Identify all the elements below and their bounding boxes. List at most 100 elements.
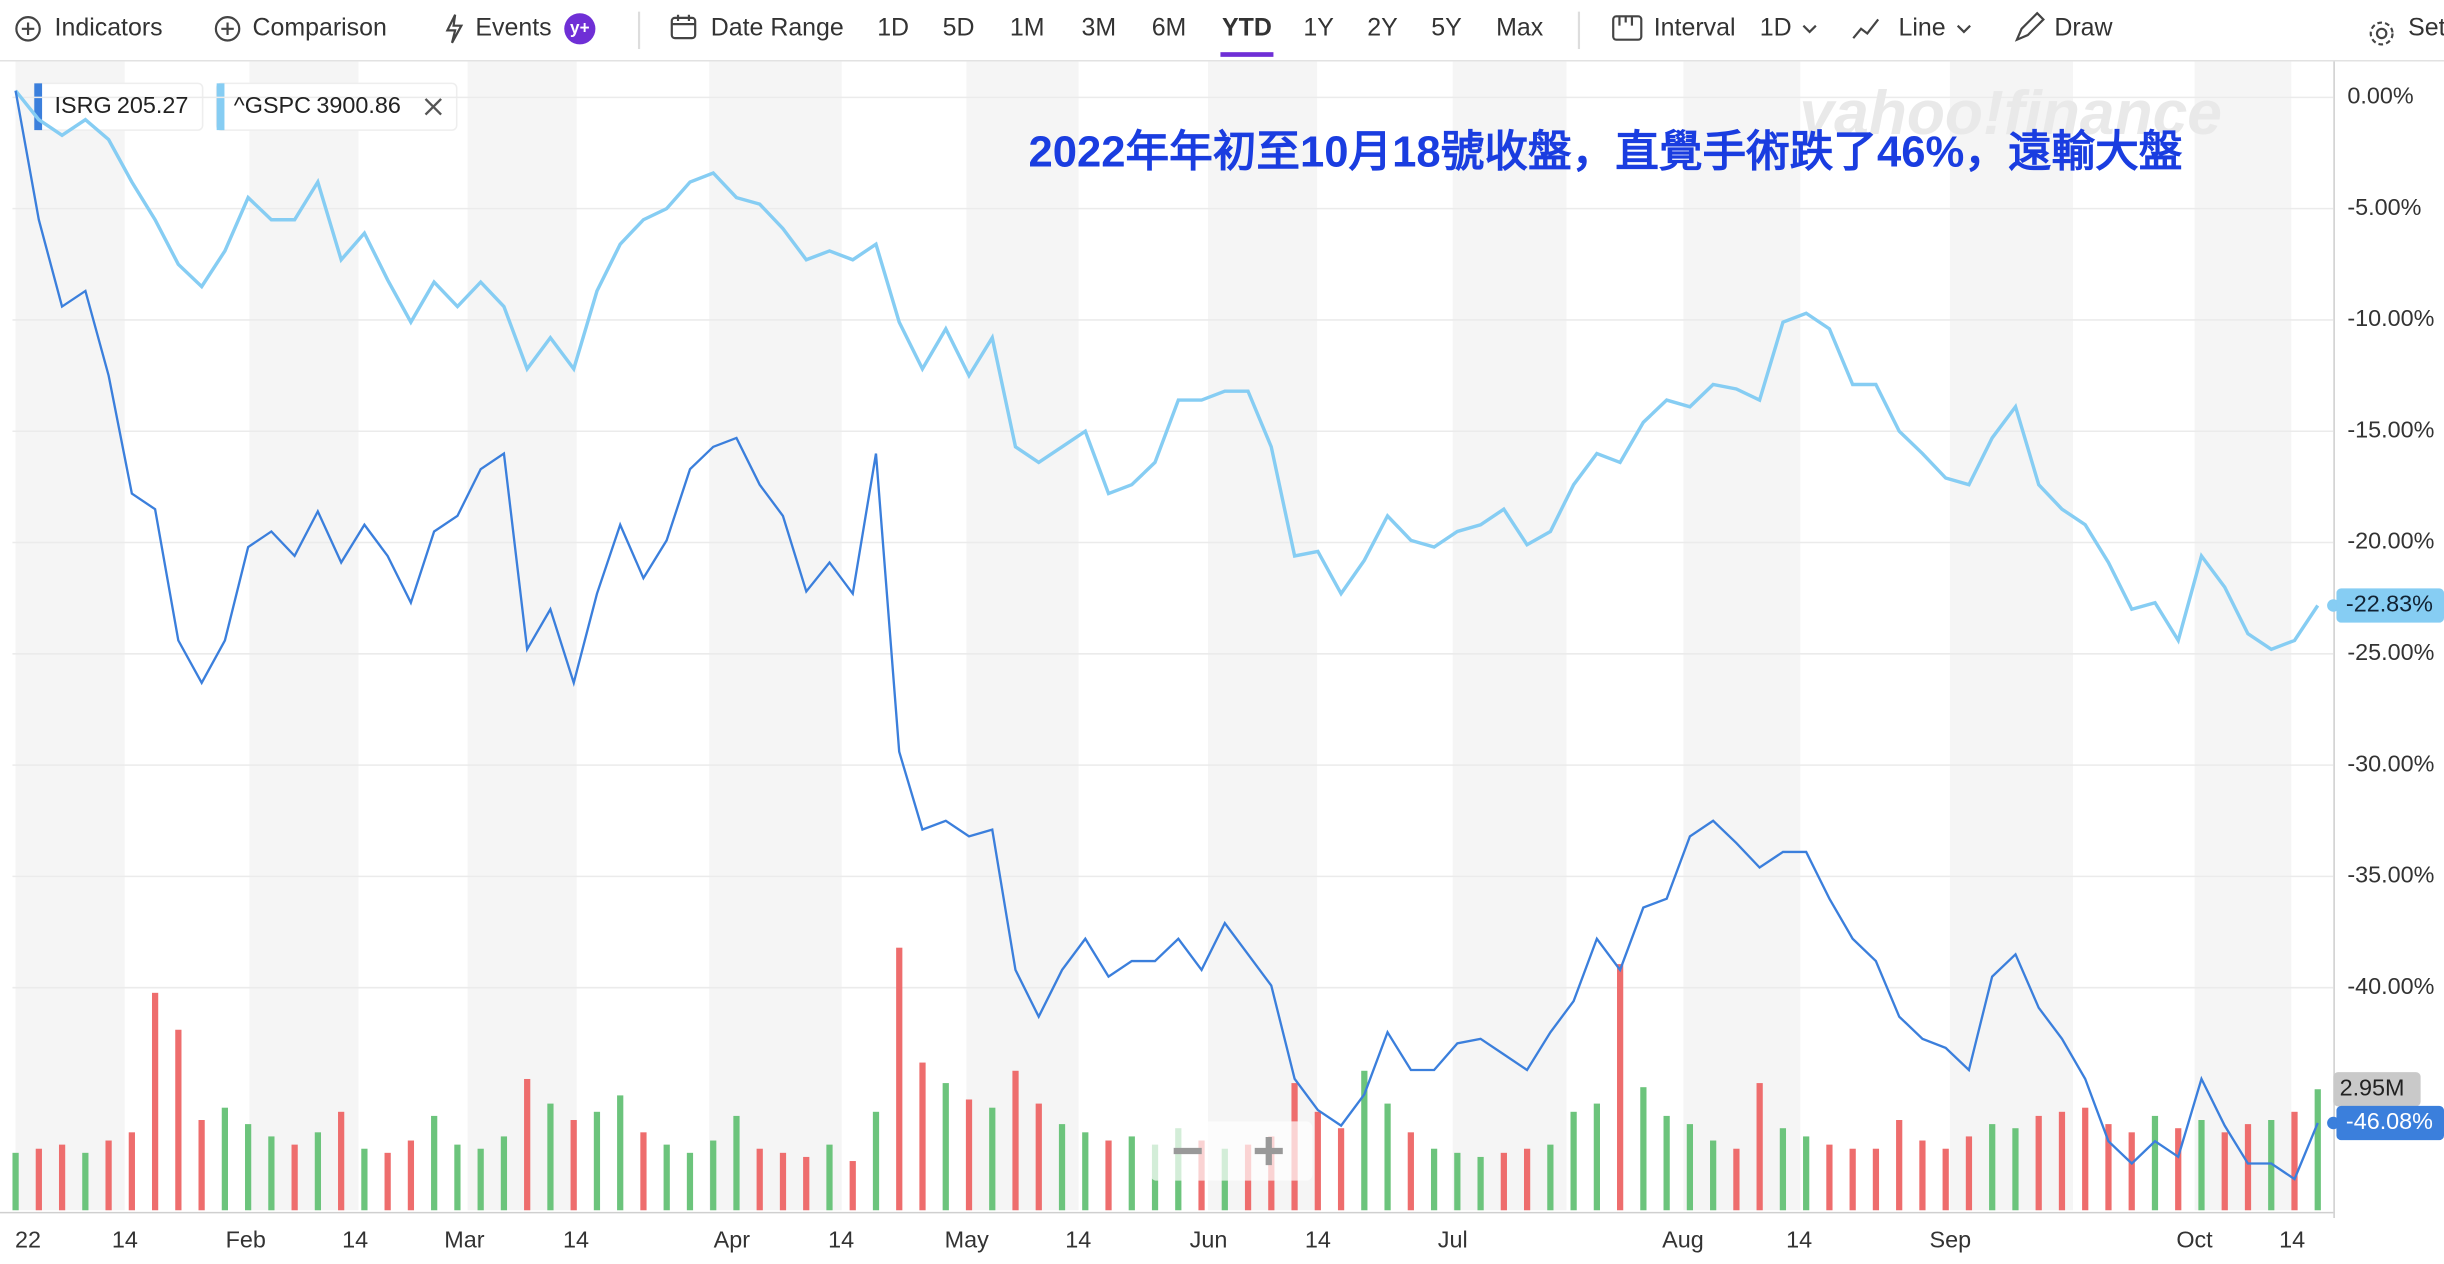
volume-bar xyxy=(454,1144,461,1211)
y-tick-label: 0.00% xyxy=(2347,83,2413,109)
volume-bar xyxy=(524,1078,531,1211)
volume-bar xyxy=(1523,1148,1531,1211)
volume-bar xyxy=(1686,1124,1694,1211)
toolbar-button[interactable]: Draw xyxy=(2054,13,2113,41)
range-button[interactable]: 6M xyxy=(1152,13,1187,41)
legend-swatch xyxy=(34,83,43,131)
volume-bar xyxy=(2244,1124,2252,1211)
band xyxy=(966,61,1079,1211)
events-badge-bg xyxy=(564,13,596,45)
volume-bar xyxy=(291,1144,298,1211)
volume-bar xyxy=(2105,1124,2112,1211)
range-button[interactable]: YTD xyxy=(1222,13,1272,41)
volume-bar xyxy=(2058,1111,2066,1211)
volume-bar xyxy=(1500,1152,1507,1211)
volume-bar xyxy=(1337,1128,1345,1211)
annotation: 2022年年初至10月18號收盤，直覺手術跌了46%，遠輸大盤 xyxy=(1028,128,2182,177)
band xyxy=(1949,61,2074,1211)
volume-bar xyxy=(1128,1136,1135,1211)
x-tick-label: 14 xyxy=(1065,1227,1091,1253)
range-button[interactable]: 3M xyxy=(1082,13,1117,41)
volume-bar xyxy=(175,1029,182,1211)
x-tick-label: 14 xyxy=(828,1227,854,1253)
volume-bar xyxy=(1826,1144,1833,1211)
volume-bar xyxy=(1105,1140,1112,1211)
x-tick-label: Sep xyxy=(1930,1227,1972,1253)
toolbar-button[interactable]: Line xyxy=(1898,13,1945,41)
volume-bar xyxy=(2291,1111,2298,1211)
band xyxy=(1207,61,1318,1211)
range-button[interactable]: 5Y xyxy=(1431,13,1462,41)
selected-underline xyxy=(1220,52,1274,57)
volume-bar xyxy=(431,1115,438,1211)
y-tick-label: -30.00% xyxy=(2347,750,2434,776)
volume-bar xyxy=(1779,1128,1787,1211)
volume-bar xyxy=(756,1148,763,1211)
volume-bar xyxy=(1617,964,1624,1211)
y-tick-label: -5.00% xyxy=(2347,194,2421,220)
end-label: -22.83% xyxy=(2346,591,2433,617)
toolbar-button[interactable]: Set xyxy=(2408,13,2444,41)
volume-bar xyxy=(1012,1070,1019,1211)
band xyxy=(467,61,577,1211)
end-label-bg xyxy=(2336,1105,2444,1141)
volume-bar xyxy=(2012,1128,2019,1211)
volume-bar xyxy=(1407,1132,1414,1211)
x-tick-label: May xyxy=(945,1227,989,1253)
volume-bar xyxy=(1663,1115,1670,1211)
volume-bar xyxy=(1361,1070,1368,1211)
x-tick-label: 14 xyxy=(2279,1227,2305,1253)
volume-bar xyxy=(407,1140,415,1211)
volume-bar xyxy=(198,1120,205,1211)
volume-bar xyxy=(1803,1136,1810,1211)
volume-bar xyxy=(58,1144,66,1211)
band xyxy=(1452,61,1567,1211)
volume-bar xyxy=(361,1148,368,1211)
volume-bar xyxy=(384,1152,391,1211)
legend-name: ISRG xyxy=(55,92,112,118)
range-button[interactable]: 1M xyxy=(1010,13,1045,41)
volume-bar xyxy=(477,1148,484,1211)
volume-bar xyxy=(1942,1148,1949,1211)
range-button[interactable]: 1Y xyxy=(1303,13,1334,41)
volume-bar xyxy=(2151,1115,2159,1211)
toolbar-button[interactable]: Interval xyxy=(1654,13,1736,41)
events-badge: y+ xyxy=(570,17,590,37)
toolbar-button[interactable]: Indicators xyxy=(55,13,163,41)
volume-bar xyxy=(128,1132,135,1211)
volume-bar xyxy=(2314,1089,2321,1211)
y-tick-label: -35.00% xyxy=(2347,862,2434,888)
y-tick-label: -40.00% xyxy=(2347,973,2434,999)
x-tick-label: Apr xyxy=(714,1227,751,1253)
legend-name: ^GSPC xyxy=(234,92,311,118)
x-tick-label: 14 xyxy=(112,1227,138,1253)
toolbar-button[interactable]: Comparison xyxy=(253,13,387,41)
toolbar-icons xyxy=(15,11,2394,50)
volume-bar xyxy=(896,947,903,1211)
range-button[interactable]: 5D xyxy=(943,13,975,41)
range-button[interactable]: Max xyxy=(1496,13,1544,41)
zoom-buttons[interactable] xyxy=(1150,1121,1313,1181)
legend-price: 205.27 xyxy=(117,92,189,118)
x-tick-label: Mar xyxy=(444,1227,484,1253)
volume-bar xyxy=(1570,1111,1577,1211)
toolbar-button[interactable]: Events xyxy=(475,13,551,41)
volume-bar xyxy=(2175,1128,2182,1211)
volume-bar xyxy=(872,1111,880,1211)
volume-label-bg xyxy=(2333,1072,2421,1107)
x-tick-label: Jul xyxy=(1438,1227,1468,1253)
volume-bar xyxy=(570,1120,577,1211)
range-button[interactable]: 2Y xyxy=(1367,13,1398,41)
volume-bar xyxy=(1384,1103,1391,1211)
volume-bar xyxy=(268,1136,275,1211)
volume-bar xyxy=(1314,1111,1321,1211)
range-button[interactable]: 1D xyxy=(877,13,909,41)
volume-bar xyxy=(1849,1148,1856,1211)
band xyxy=(1683,61,1801,1211)
toolbar-button[interactable]: 1D xyxy=(1760,13,1792,41)
x-tick-label: 14 xyxy=(342,1227,368,1253)
toolbar-button[interactable]: Date Range xyxy=(711,13,844,41)
band xyxy=(249,61,359,1211)
volume-bar xyxy=(965,1099,973,1211)
legend-remove[interactable] xyxy=(424,98,442,116)
